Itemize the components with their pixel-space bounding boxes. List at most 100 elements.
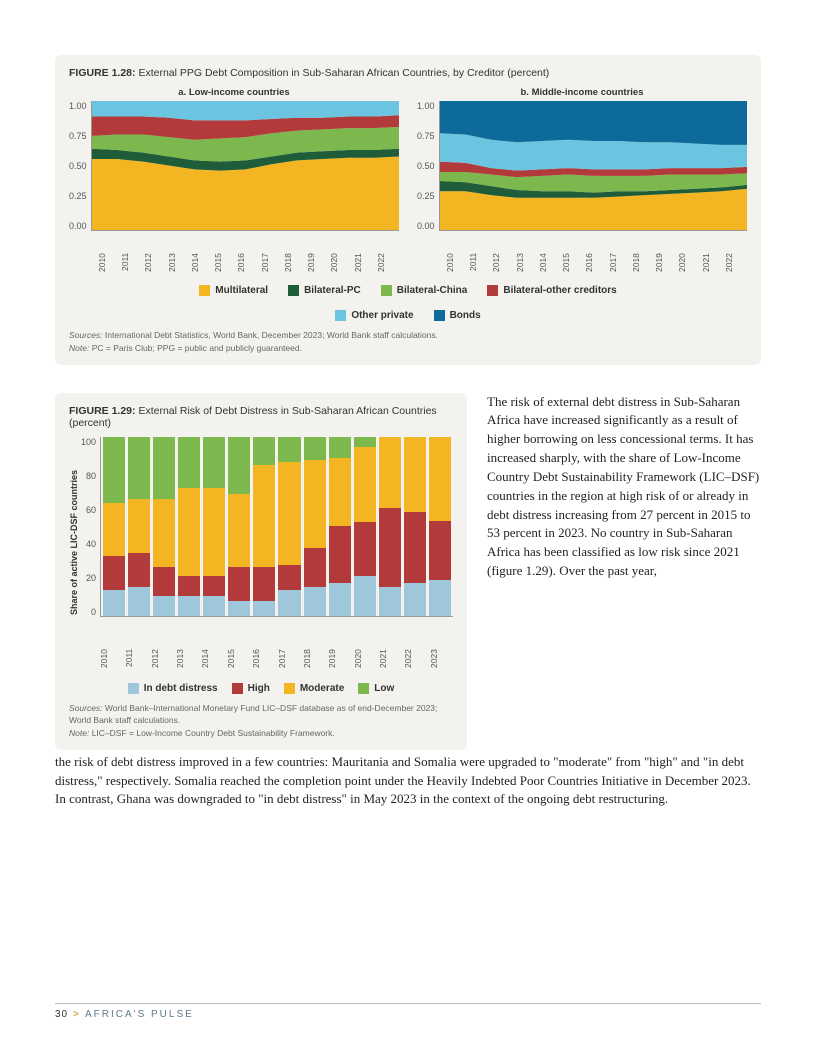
bar-segment [429, 580, 451, 616]
bar-segment [103, 437, 125, 503]
bar-column [278, 437, 300, 616]
bar-segment [128, 437, 150, 500]
page-footer: 30 > AFRICA'S PULSE [55, 1003, 761, 1020]
bar-segment [278, 590, 300, 615]
bar-segment [153, 499, 175, 567]
bar-column [103, 437, 125, 616]
legend-swatch [335, 310, 346, 321]
panel-b-plot [439, 101, 747, 231]
panel-a-y-axis: 1.000.750.500.250.00 [69, 101, 91, 231]
bar-segment [178, 596, 200, 616]
bar-segment [128, 499, 150, 553]
legend-swatch [128, 683, 139, 694]
figure-128-title-prefix: FIGURE 1.28: [69, 67, 136, 79]
panel-a-x-axis: 2010201120122013201420152016201720182019… [97, 253, 399, 279]
legend-item: Multilateral [199, 285, 268, 296]
figure-128-sources-text: International Debt Statistics, World Ban… [105, 330, 438, 340]
bar-segment [379, 437, 401, 509]
bar-column [354, 437, 376, 616]
bar-segment [404, 512, 426, 584]
figure-128-sources: Sources: International Debt Statistics, … [69, 329, 747, 355]
bar-column [153, 437, 175, 616]
bar-segment [379, 587, 401, 616]
legend-swatch [199, 285, 210, 296]
bar-segment [178, 437, 200, 489]
bar-segment [253, 465, 275, 567]
bar-segment [304, 548, 326, 587]
legend-item: Bilateral-other creditors [487, 285, 616, 296]
panel-b-x-axis: 2010201120122013201420152016201720182019… [445, 253, 747, 279]
bar-column [178, 437, 200, 616]
bar-segment [203, 596, 225, 616]
bar-segment [203, 437, 225, 489]
legend-item: Bonds [434, 310, 481, 321]
panel-b-svg [440, 101, 747, 230]
body-text-continuation: the risk of debt distress improved in a … [55, 753, 761, 810]
legend-swatch [284, 683, 295, 694]
bar-segment [354, 447, 376, 522]
legend-item: Moderate [284, 683, 344, 694]
legend-swatch [487, 285, 498, 296]
figure-128-legend: Multilateral Bilateral-PC Bilateral-China B… [158, 285, 658, 321]
bar-segment [178, 488, 200, 576]
bar-segment [103, 590, 125, 615]
figure-129-sources: Sources: World Bank–International Moneta… [69, 702, 453, 740]
bar-segment [329, 583, 351, 615]
bar-column [429, 437, 451, 616]
bar-segment [128, 587, 150, 616]
figure-128-note-text: PC = Paris Club; PPG = public and public… [92, 343, 302, 353]
footer-arrow-icon: > [73, 1009, 81, 1020]
bar-segment [203, 576, 225, 596]
bar-segment [429, 437, 451, 521]
bar-segment [354, 576, 376, 615]
bar-segment [228, 437, 250, 494]
figure-129-chart: Share of active LIC-DSF countries 100806… [69, 437, 453, 647]
figure-129-title: FIGURE 1.29: External Risk of Debt Distr… [69, 405, 453, 429]
bar-segment [128, 553, 150, 587]
legend-label: Bilateral-PC [304, 285, 361, 296]
legend-item: Low [358, 683, 394, 694]
bar-segment [103, 503, 125, 557]
legend-label: Other private [351, 310, 413, 321]
bar-segment [153, 596, 175, 616]
bar-segment [153, 567, 175, 596]
bar-segment [304, 460, 326, 548]
legend-item: High [232, 683, 270, 694]
figure-129-sources-text: World Bank–International Monetary Fund L… [69, 703, 437, 726]
sources-label: Sources: [69, 330, 103, 340]
legend-swatch [288, 285, 299, 296]
legend-label: In debt distress [144, 683, 218, 694]
figure-129-y-label: Share of active LIC-DSF countries [69, 437, 79, 647]
bar-segment [354, 522, 376, 576]
note-label: Note: [69, 343, 89, 353]
sources-label: Sources: [69, 703, 103, 713]
legend-label: Multilateral [215, 285, 268, 296]
legend-label: Low [374, 683, 394, 694]
bar-segment [278, 565, 300, 590]
figure-129: FIGURE 1.29: External Risk of Debt Distr… [55, 393, 467, 750]
legend-item: In debt distress [128, 683, 218, 694]
bar-segment [228, 601, 250, 615]
legend-swatch [434, 310, 445, 321]
bar-column [329, 437, 351, 616]
panel-b: b. Middle-income countries 1.000.750.500… [417, 87, 747, 279]
panel-a-svg [92, 101, 399, 230]
bar-segment [404, 583, 426, 615]
panel-b-y-axis: 1.000.750.500.250.00 [417, 101, 439, 231]
panel-b-chart: 1.000.750.500.250.00 [417, 101, 747, 251]
figure-128-title: FIGURE 1.28: External PPG Debt Compositi… [69, 67, 747, 79]
figure-129-legend: In debt distress High Moderate Low [69, 683, 453, 694]
bar-segment [228, 567, 250, 601]
bar-segment [253, 567, 275, 601]
panel-a-chart: 1.000.750.500.250.00 [69, 101, 399, 251]
legend-label: Bilateral-China [397, 285, 468, 296]
legend-swatch [381, 285, 392, 296]
bar-segment [228, 494, 250, 567]
figure-128: FIGURE 1.28: External PPG Debt Compositi… [55, 55, 761, 365]
legend-item: Other private [335, 310, 413, 321]
legend-label: Moderate [300, 683, 344, 694]
bar-column [228, 437, 250, 616]
figure-129-x-axis: 2010201120122013201420152016201720182019… [97, 649, 453, 675]
bar-segment [278, 437, 300, 462]
panel-a-plot [91, 101, 399, 231]
